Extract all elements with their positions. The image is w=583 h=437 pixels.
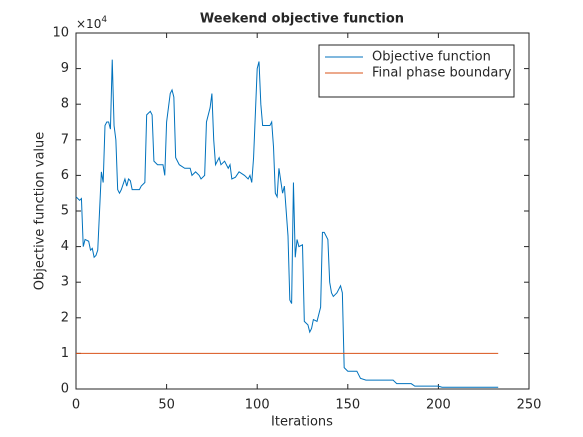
x-tick-label: 250 xyxy=(517,398,542,413)
legend-box xyxy=(318,44,515,98)
y-axis-label: Objective function value xyxy=(33,132,48,291)
y-tick-label: 2 xyxy=(61,310,69,325)
y-tick-label: 7 xyxy=(61,132,69,147)
y-tick-label: 0 xyxy=(61,382,69,397)
legend-label: Final phase boundary xyxy=(372,66,512,81)
y-multiplier-power: 4 xyxy=(101,15,107,25)
y-tick-label: 3 xyxy=(61,275,69,290)
x-tick-label: 200 xyxy=(426,398,451,413)
x-tick-label: 150 xyxy=(335,398,360,413)
x-tick-label: 0 xyxy=(72,398,80,413)
y-tick-label: 6 xyxy=(61,168,69,183)
y-tick-label: 10 xyxy=(52,26,69,41)
y-tick-label: 1 xyxy=(61,346,69,361)
line-series xyxy=(75,59,499,388)
legend-label: Objective function xyxy=(372,50,491,65)
y-multiplier: ×104 xyxy=(76,15,107,31)
x-axis-label: Iterations xyxy=(271,415,333,430)
y-tick-label: 5 xyxy=(61,204,69,219)
y-multiplier-base: ×10 xyxy=(76,17,101,31)
x-tick-label: 100 xyxy=(245,398,270,413)
chart-title: Weekend objective function xyxy=(200,12,404,27)
y-tick-label: 4 xyxy=(61,239,69,254)
y-tick-label: 8 xyxy=(61,97,69,112)
y-tick-label: 9 xyxy=(61,61,69,76)
x-tick-label: 50 xyxy=(158,398,175,413)
